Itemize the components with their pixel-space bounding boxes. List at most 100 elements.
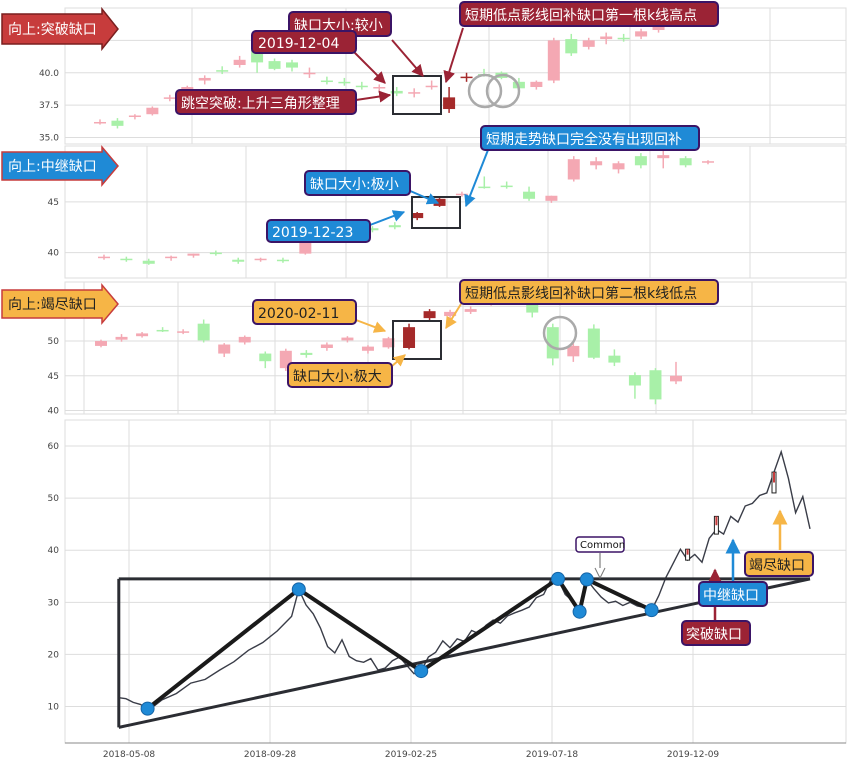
- p4-xtick-2: 2019-02-25: [385, 750, 437, 760]
- p3-ytick-1: 45: [48, 372, 59, 382]
- p2-ytick-1: 45: [48, 198, 59, 208]
- pivot-point-2: [414, 664, 429, 679]
- svg-text:突破缺口: 突破缺口: [686, 627, 742, 643]
- p3-candle-body-18: [464, 309, 477, 312]
- panel3-callout-size: 缺口大小:极大: [287, 362, 393, 388]
- p4-ytick-5: 60: [48, 442, 60, 452]
- svg-text:竭尽缺口: 竭尽缺口: [749, 558, 805, 574]
- p3-ytick-2: 50: [48, 337, 60, 347]
- gap-box-fill-0: [686, 549, 689, 555]
- p4-ytick-4: 50: [48, 494, 60, 504]
- runaway-gap-label: 中继缺口: [698, 538, 768, 607]
- panel1-gap-box: [392, 75, 442, 115]
- panel1-arrow-size: [391, 39, 424, 77]
- p1-candle-body-31: [635, 31, 648, 37]
- panel2-frame: [64, 145, 847, 279]
- p2-candle-body-4: [187, 253, 200, 256]
- p1-candle-body-30: [617, 37, 630, 40]
- p4-xtick-0: 2018-05-08: [103, 750, 156, 760]
- panel1-frame: [64, 7, 847, 145]
- p3-candle-body-1: [115, 336, 128, 340]
- svg-text:2020-02-11: 2020-02-11: [258, 306, 339, 322]
- p1-candle-body-14: [338, 81, 351, 84]
- pivot-point-3: [551, 571, 565, 586]
- p2-candle-body-2: [142, 260, 155, 264]
- p1-candle-body-19: [425, 85, 438, 88]
- p1-candle-body-4: [163, 97, 176, 99]
- p1-candle-body-27: [565, 39, 578, 54]
- p3-candle-body-26: [628, 375, 641, 386]
- p3-candle-body-8: [259, 353, 272, 362]
- p3-candle-body-2: [136, 333, 149, 337]
- p2-candle-body-22: [590, 161, 603, 166]
- p3-candle-body-0: [95, 341, 107, 346]
- gap-box-fill-1: [715, 516, 718, 526]
- p1-candle-body-2: [128, 115, 141, 118]
- p2-candle-body-8: [276, 259, 289, 262]
- p4-ytick-3: 40: [48, 546, 60, 556]
- p3-candle-body-5: [197, 323, 210, 341]
- p2-candle-body-27: [702, 161, 714, 163]
- svg-text:缺口大小:极大: 缺口大小:极大: [293, 369, 382, 385]
- panel3-title: 向上:竭尽缺口: [8, 297, 97, 313]
- p1-candle-body-18: [408, 92, 421, 94]
- exhaustion-gap-label: 竭尽缺口: [744, 509, 814, 577]
- p3-candle-body-25: [608, 355, 621, 363]
- p1-candle-body-28: [582, 40, 595, 47]
- p1-candle-body-20: [443, 97, 456, 110]
- p4-xtick-4: 2019-12-09: [667, 750, 720, 760]
- p1-candle-body-25: [530, 81, 543, 88]
- p4-ytick-2: 30: [48, 598, 60, 608]
- p2-candle-body-21: [567, 159, 580, 180]
- panel2-callout-note: 短期走势缺口完全没有出现回补: [480, 125, 700, 151]
- p3-candle-body-23: [567, 345, 580, 357]
- panel2-arrow-note: [464, 149, 489, 208]
- p3-candle-body-11: [320, 344, 333, 348]
- p2-candle-body-13: [388, 225, 401, 228]
- p2-candle-body-14: [411, 213, 424, 219]
- pivot-point-5: [579, 572, 594, 587]
- pattern-zigzag: [146, 576, 653, 711]
- pivot-point-4: [572, 604, 587, 619]
- p3-candle-body-27: [649, 370, 662, 400]
- pivot-point-6: [644, 603, 659, 618]
- p3-candle-body-17: [444, 311, 457, 317]
- p1-candle-body-16: [373, 87, 386, 89]
- panel1-callout-date: 2019-12-04: [251, 30, 357, 54]
- panel3-frame: [64, 281, 847, 415]
- panel2-callout-size: 缺口大小:极小: [304, 170, 411, 196]
- p1-candle-body-17: [390, 90, 403, 94]
- p2-candle-body-0: [98, 256, 110, 259]
- p1-candle-body-6: [198, 77, 211, 81]
- p1-candle-body-26: [547, 40, 560, 81]
- p2-candle-body-6: [232, 259, 245, 262]
- panel3-callout-note: 短期低点影线回补缺口第二根k线低点: [459, 279, 719, 305]
- p4-ytick-1: 20: [48, 650, 60, 660]
- p1-candle-body-15: [355, 85, 368, 88]
- p1-ytick-1: 37.5: [39, 101, 59, 111]
- p1-candle-body-13: [320, 80, 333, 83]
- p1-candle-body-10: [268, 61, 281, 69]
- panel3-circle: [542, 315, 578, 351]
- panel2-title-banner: 向上:中继缺口: [1, 144, 119, 188]
- pivot-point-1: [291, 582, 306, 597]
- p2-candle-body-16: [455, 193, 468, 196]
- panel1-title: 向上:突破缺口: [8, 22, 97, 38]
- p3-ytick-0: 40: [48, 407, 60, 417]
- p2-candle-body-24: [634, 156, 647, 166]
- svg-text:短期低点影线回补缺口第二根k线低点: 短期低点影线回补缺口第二根k线低点: [465, 285, 697, 302]
- p3-candle-body-3: [156, 329, 169, 332]
- p2-candle-body-7: [254, 258, 267, 261]
- p3-candle-body-6: [218, 344, 231, 354]
- svg-text:Common: Common: [580, 540, 625, 551]
- p3-candle-body-15: [403, 327, 416, 348]
- panel3-arrow-date: [355, 319, 387, 333]
- p2-candle-body-1: [120, 258, 133, 261]
- svg-text:短期走势缺口完全没有出现回补: 短期走势缺口完全没有出现回补: [486, 131, 682, 148]
- p2-candle-body-12: [366, 228, 379, 231]
- p3-candle-body-16: [423, 311, 436, 319]
- panel3-callout-date: 2020-02-11: [252, 299, 357, 325]
- p3-candle-body-10: [300, 352, 313, 355]
- panel2-arrow-size: [407, 189, 440, 205]
- gap-box-fill-2: [773, 472, 775, 483]
